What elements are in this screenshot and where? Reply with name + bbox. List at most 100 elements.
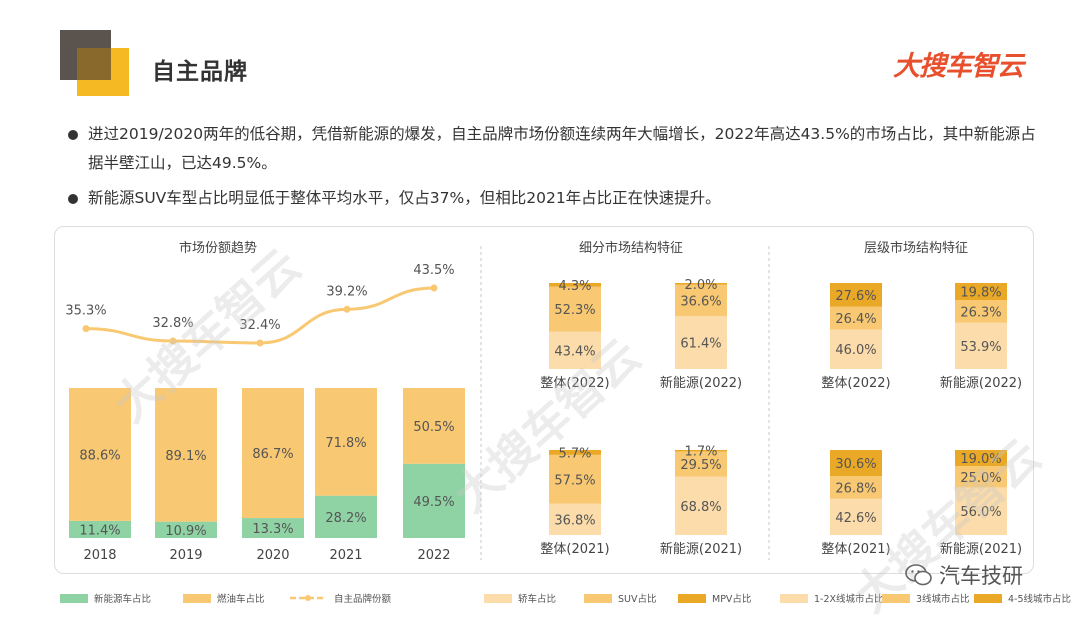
bar-segment [830,498,882,535]
data-label: 43.4% [554,344,595,359]
data-label: 27.6% [835,289,876,304]
data-label: 26.3% [960,305,1001,320]
x-tick-label: 整体(2022) [821,376,890,391]
data-label: 13.3% [252,522,293,537]
legend-swatch [678,594,706,603]
bar-segment [69,520,131,538]
legend-swatch [584,594,612,603]
bar-segment [830,283,882,307]
data-label: 4.3% [558,279,591,294]
bar-segment [242,388,304,519]
chart-frame [54,226,1034,574]
data-label: 36.8% [554,513,595,528]
data-label: 46.0% [835,343,876,358]
data-label: 53.9% [960,340,1001,355]
data-label: 25.0% [960,471,1001,486]
bar-segment [403,463,465,538]
data-label: 30.6% [835,457,876,472]
x-tick-label: 整体(2021) [540,542,609,557]
x-tick-label: 新能源(2022) [660,375,742,391]
bar-segment [69,388,131,521]
x-tick-label: 2018 [83,548,116,563]
bar-segment [675,284,727,317]
data-label: 19.0% [960,452,1001,467]
data-label: 89.1% [165,449,206,464]
legend-label: 自主品牌份额 [334,593,392,605]
data-label: 86.7% [252,447,293,462]
data-label: 61.4% [680,337,721,352]
bar-segment [242,518,304,538]
data-label: 1.7% [684,445,717,460]
page-title: 自主品牌 [152,59,248,85]
x-tick-label: 2020 [256,548,289,563]
bullet-item: 新能源SUV车型占比明显低于整体平均水平，仅占37%，但相比2021年占比正在快… [64,184,1044,213]
data-label: 39.2% [326,284,367,299]
x-tick-label: 2019 [169,548,202,563]
line-point [256,339,264,347]
legend-swatch [780,594,808,603]
chart-title: 市场份额趋势 [179,240,257,256]
data-label: 5.7% [558,446,591,461]
wechat-icon [905,564,932,586]
bar-segment [155,388,217,522]
bar-segment [675,450,727,452]
bar-segment [549,450,601,455]
line-point [343,305,351,313]
legend-swatch [974,594,1002,603]
x-tick-label: 整体(2022) [540,376,609,391]
line-point [430,284,438,292]
data-label: 42.6% [835,511,876,526]
line-point [169,337,177,345]
bar-segment [675,283,727,285]
data-label: 71.8% [325,436,366,451]
data-label: 19.8% [960,286,1001,301]
bar-segment [830,450,882,477]
data-label: 52.3% [554,303,595,318]
chart-title: 层级市场结构特征 [864,240,968,256]
bullet-item: 进过2019/2020两年的低谷期，凭借新能源的爆发，自主品牌市场份额连续两年大… [64,120,1044,178]
legend-swatch [484,594,512,603]
brand-logo: 大搜车智云 [893,51,1024,82]
legend-label: 燃油车占比 [217,593,265,605]
bar-segment [549,331,601,369]
data-label: 43.5% [413,263,454,278]
x-tick-label: 新能源(2021) [940,541,1022,557]
data-label: 10.9% [165,524,206,539]
bar-segment [955,283,1007,301]
bar-segment [549,283,601,287]
bar-segment [675,316,727,369]
bar-segment [315,388,377,496]
header-logo-overlap [77,48,111,80]
legend-swatch [882,594,910,603]
bar-segment [830,476,882,499]
legend-swatch [60,594,88,603]
legend-label: SUV占比 [618,593,656,605]
legend-label: 3线城市占比 [916,593,970,605]
bar-segment [675,451,727,477]
data-label: 50.5% [413,420,454,435]
bullet-list: 进过2019/2020两年的低谷期，凭借新能源的爆发，自主品牌市场份额连续两年大… [64,120,1044,213]
bar-segment [315,495,377,538]
x-tick-label: 2021 [329,548,362,563]
data-label: 28.2% [325,511,366,526]
bar-segment [955,450,1007,467]
legend-label: 轿车占比 [518,593,556,605]
legend-swatch [305,595,311,601]
bar-segment [955,466,1007,488]
x-tick-label: 新能源(2021) [660,541,742,557]
data-label: 2.0% [684,278,717,293]
wechat-label: 汽车技研 [939,564,1023,588]
data-label: 57.5% [554,473,595,488]
legend-swatch [183,594,211,603]
bar-segment [675,476,727,535]
legend-label: 4-5线城市占比 [1008,593,1071,605]
bar-segment [549,286,601,332]
line-series [85,286,435,345]
bar-segment [549,503,601,535]
legend-label: 新能源车占比 [94,593,151,605]
bar-segment [155,521,217,538]
line-point [82,325,90,333]
bar-segment [403,388,465,464]
x-tick-label: 2022 [417,548,450,563]
